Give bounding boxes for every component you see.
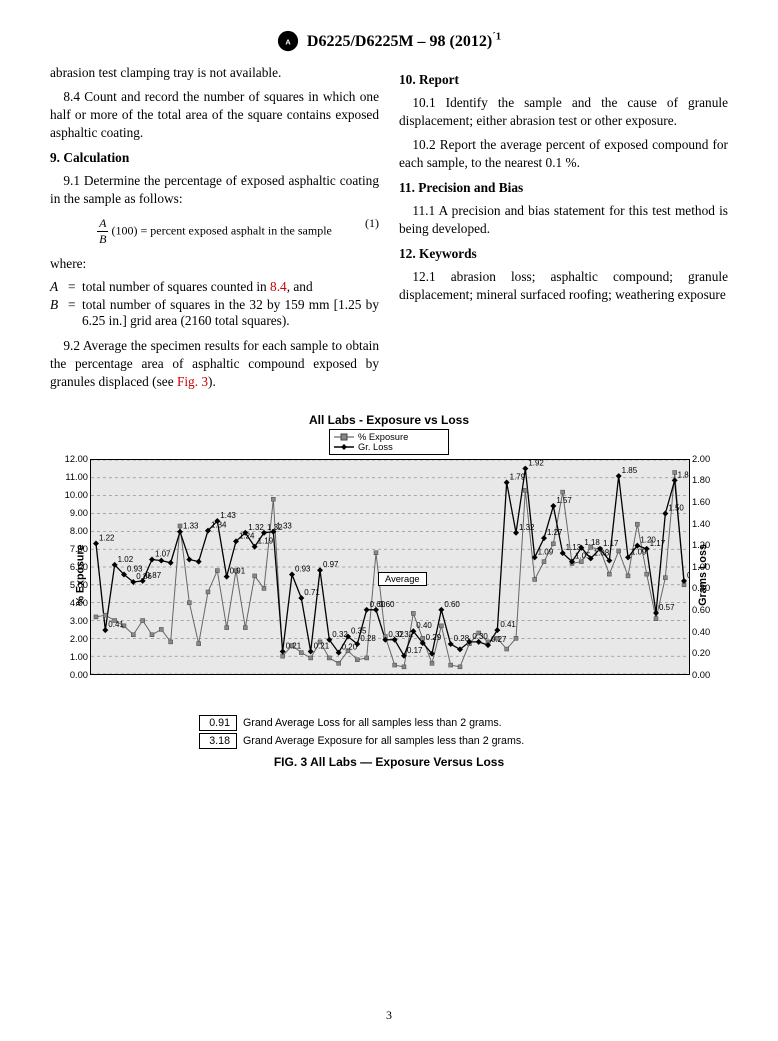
link-fig-3[interactable]: Fig. 3 bbox=[177, 374, 208, 389]
svg-text:1.24: 1.24 bbox=[239, 531, 255, 540]
heading-9: 9. Calculation bbox=[50, 150, 379, 166]
grand-avg-loss: 0.91Grand Average Loss for all samples l… bbox=[199, 715, 579, 731]
svg-text:1.07: 1.07 bbox=[155, 549, 171, 558]
para-10-1: 10.1 Identify the sample and the cause o… bbox=[399, 94, 728, 130]
svg-text:1.57: 1.57 bbox=[556, 496, 572, 505]
svg-text:0.17: 0.17 bbox=[407, 646, 423, 655]
plot-area: 1.220.411.020.930.860.871.071.331.341.43… bbox=[90, 459, 690, 675]
left-column: abrasion test clamping tray is not avail… bbox=[50, 64, 379, 397]
para-8-4: 8.4 Count and record the number of squar… bbox=[50, 88, 379, 142]
svg-text:0.60: 0.60 bbox=[379, 600, 395, 609]
svg-text:1.33: 1.33 bbox=[183, 522, 199, 531]
svg-text:0.57: 0.57 bbox=[659, 603, 675, 612]
two-column-layout: abrasion test clamping tray is not avail… bbox=[50, 64, 728, 397]
para-11-1: 11.1 A precision and bias statement for … bbox=[399, 202, 728, 238]
svg-text:0.28: 0.28 bbox=[454, 634, 470, 643]
equation-1: AB (100) = percent exposed asphalt in th… bbox=[50, 216, 379, 247]
where-label: where: bbox=[50, 255, 379, 273]
svg-text:A: A bbox=[285, 38, 291, 47]
svg-text:1.43: 1.43 bbox=[220, 511, 236, 520]
grand-avg-exposure: 3.18Grand Average Exposure for all sampl… bbox=[199, 733, 579, 749]
right-column: 10. Report 10.1 Identify the sample and … bbox=[399, 64, 728, 397]
heading-11: 11. Precision and Bias bbox=[399, 180, 728, 196]
svg-text:1.50: 1.50 bbox=[668, 503, 684, 512]
svg-text:0.60: 0.60 bbox=[444, 600, 460, 609]
para-9-1: 9.1 Determine the percentage of exposed … bbox=[50, 172, 379, 208]
svg-text:0.71: 0.71 bbox=[304, 588, 320, 597]
svg-text:1.08: 1.08 bbox=[594, 548, 610, 557]
svg-text:1.79: 1.79 bbox=[510, 472, 526, 481]
svg-text:1.92: 1.92 bbox=[528, 460, 544, 468]
para-12-1: 12.1 abrasion loss; asphaltic compound; … bbox=[399, 268, 728, 304]
svg-text:1.81: 1.81 bbox=[678, 470, 689, 479]
svg-text:1.22: 1.22 bbox=[99, 533, 115, 542]
svg-text:1.19: 1.19 bbox=[258, 537, 274, 546]
chart-svg: 1.220.411.020.930.860.871.071.331.341.43… bbox=[91, 460, 689, 674]
svg-text:0.87: 0.87 bbox=[146, 571, 162, 580]
link-8-4[interactable]: 8.4 bbox=[270, 279, 287, 294]
grand-average-box: 0.91Grand Average Loss for all samples l… bbox=[199, 715, 579, 749]
heading-12: 12. Keywords bbox=[399, 246, 728, 262]
chart-container: All Labs - Exposure vs Loss % Exposure G… bbox=[50, 413, 728, 769]
page-header: A D6225/D6225M – 98 (2012)´1 bbox=[50, 30, 728, 52]
svg-text:1.27: 1.27 bbox=[547, 528, 563, 537]
svg-text:0.97: 0.97 bbox=[323, 560, 339, 569]
para-continuation: abrasion test clamping tray is not avail… bbox=[50, 64, 379, 82]
svg-text:0.87: 0.87 bbox=[687, 571, 689, 580]
epsilon: ´1 bbox=[492, 31, 501, 42]
svg-text:1.05: 1.05 bbox=[575, 552, 591, 561]
heading-10: 10. Report bbox=[399, 72, 728, 88]
where-definitions: A=total number of squares counted in 8.4… bbox=[50, 279, 379, 329]
svg-text:1.32: 1.32 bbox=[248, 523, 264, 532]
svg-text:0.32: 0.32 bbox=[332, 630, 348, 639]
para-10-2: 10.2 Report the average percent of expos… bbox=[399, 136, 728, 172]
designation: D6225/D6225M – 98 (2012) bbox=[307, 33, 492, 50]
average-annotation: Average bbox=[378, 572, 427, 586]
svg-text:1.09: 1.09 bbox=[538, 547, 554, 556]
svg-text:1.18: 1.18 bbox=[584, 538, 600, 547]
svg-text:0.21: 0.21 bbox=[286, 641, 302, 650]
svg-text:0.21: 0.21 bbox=[314, 641, 330, 650]
svg-text:0.28: 0.28 bbox=[360, 634, 376, 643]
chart-area: % Exposure Grams Loss 0.001.002.003.004.… bbox=[50, 455, 730, 695]
svg-text:1.85: 1.85 bbox=[622, 466, 638, 475]
svg-text:1.17: 1.17 bbox=[650, 539, 666, 548]
legend-exposure: % Exposure bbox=[334, 432, 444, 442]
svg-text:1.09: 1.09 bbox=[631, 547, 647, 556]
chart-title: All Labs - Exposure vs Loss bbox=[50, 413, 728, 427]
para-9-2: 9.2 Average the specimen results for eac… bbox=[50, 337, 379, 391]
svg-text:1.02: 1.02 bbox=[118, 555, 134, 564]
figure-caption: FIG. 3 All Labs — Exposure Versus Loss bbox=[50, 755, 728, 769]
svg-text:0.32: 0.32 bbox=[398, 630, 414, 639]
svg-text:1.34: 1.34 bbox=[211, 521, 227, 530]
legend-loss: Gr. Loss bbox=[334, 442, 444, 452]
chart-legend: % Exposure Gr. Loss bbox=[329, 429, 449, 455]
page-number: 3 bbox=[0, 1008, 778, 1023]
svg-text:0.91: 0.91 bbox=[230, 567, 246, 576]
svg-text:0.41: 0.41 bbox=[108, 620, 124, 629]
y-axis-right-label: Grams Loss bbox=[697, 544, 709, 606]
svg-text:0.27: 0.27 bbox=[491, 635, 507, 644]
svg-text:1.32: 1.32 bbox=[519, 523, 535, 532]
svg-text:0.29: 0.29 bbox=[426, 633, 442, 642]
astm-logo-icon: A bbox=[277, 30, 299, 52]
svg-text:1.33: 1.33 bbox=[276, 522, 292, 531]
svg-text:1.17: 1.17 bbox=[603, 539, 619, 548]
svg-text:0.30: 0.30 bbox=[472, 632, 488, 641]
svg-text:0.41: 0.41 bbox=[500, 620, 516, 629]
svg-text:0.20: 0.20 bbox=[342, 642, 358, 651]
svg-text:0.93: 0.93 bbox=[295, 564, 311, 573]
svg-text:0.40: 0.40 bbox=[416, 621, 432, 630]
